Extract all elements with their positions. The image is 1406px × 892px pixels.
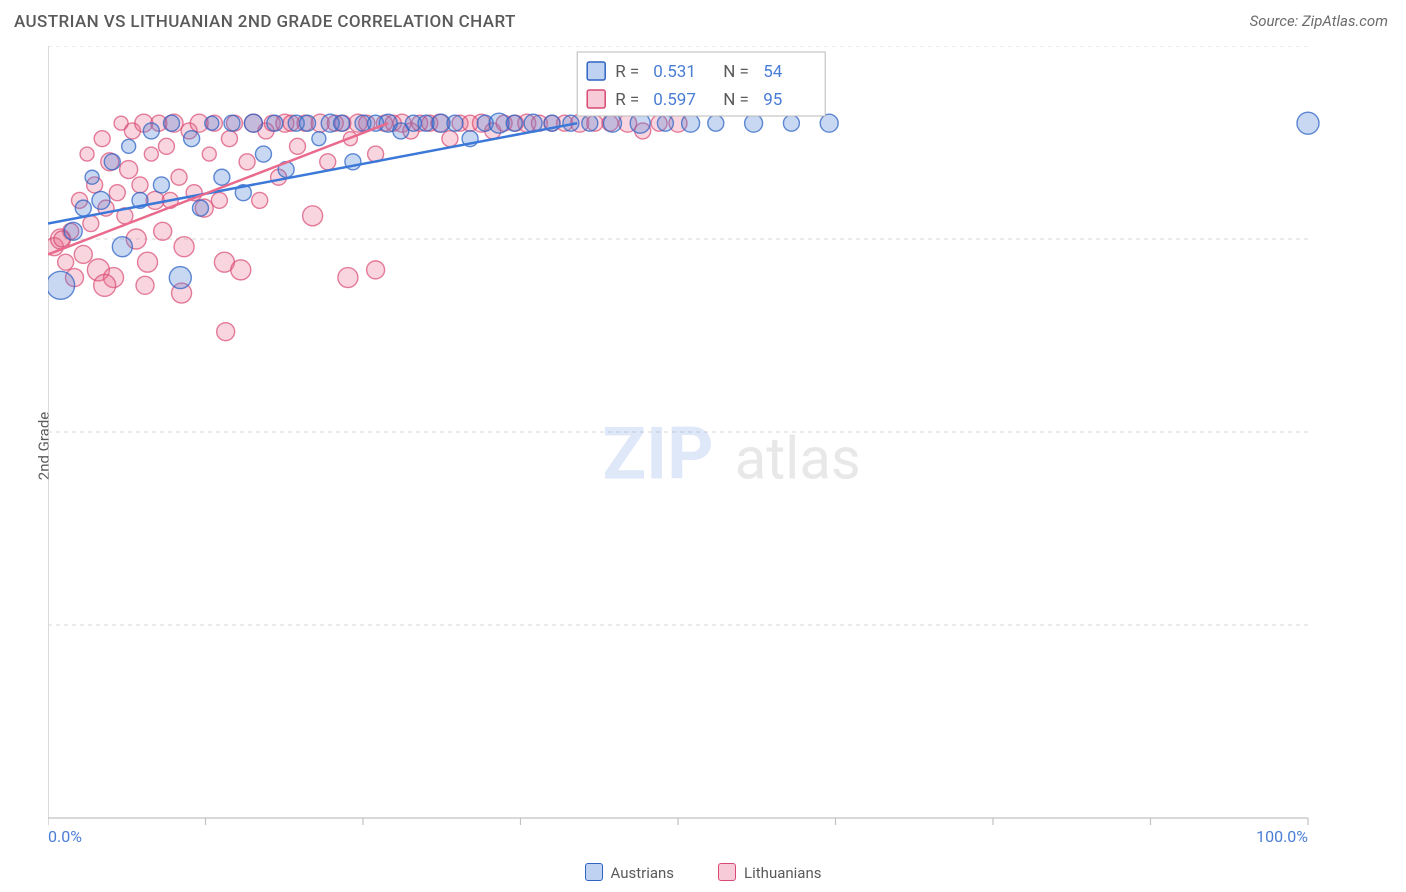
- data-point: [174, 237, 194, 257]
- data-point: [146, 191, 164, 209]
- scatter-chart: 0.0% 100.0% ZIP atlas R = 0.531 N = 54 R = 0.597 N…: [48, 46, 1388, 846]
- legend-label: Lithuanians: [744, 864, 821, 882]
- data-point: [85, 170, 99, 184]
- data-point: [255, 146, 271, 162]
- data-point: [158, 138, 174, 154]
- data-point: [267, 115, 283, 131]
- stat-label: R =: [615, 62, 639, 82]
- data-point: [1297, 112, 1319, 134]
- data-point: [80, 147, 94, 161]
- stat-label: R =: [615, 90, 639, 110]
- data-point: [447, 115, 463, 131]
- watermark: ZIP: [602, 411, 713, 496]
- data-point: [171, 169, 187, 185]
- data-point: [120, 161, 138, 179]
- stat-swatch: [587, 90, 605, 108]
- data-point: [104, 154, 120, 170]
- data-point: [92, 191, 110, 209]
- chart-title: AUSTRIAN VS LITHUANIAN 2ND GRADE CORRELA…: [14, 12, 516, 32]
- data-point: [224, 115, 240, 131]
- x-tick-label: 0.0%: [48, 827, 82, 846]
- legend-item: Lithuanians: [718, 863, 821, 882]
- data-point: [64, 222, 82, 240]
- stat-value: 0.531: [653, 62, 696, 82]
- data-point: [657, 115, 673, 131]
- data-point: [94, 131, 110, 147]
- data-point: [312, 132, 326, 146]
- data-point: [153, 177, 169, 193]
- watermark: atlas: [735, 425, 861, 493]
- stat-swatch: [587, 62, 605, 80]
- data-point: [122, 139, 136, 153]
- data-point: [783, 115, 799, 131]
- data-point: [231, 260, 251, 280]
- legend-swatch: [718, 863, 736, 881]
- stat-label: N =: [723, 62, 749, 82]
- data-point: [217, 323, 235, 341]
- data-point: [582, 115, 598, 131]
- stat-value: 0.597: [653, 90, 696, 110]
- data-point: [132, 177, 148, 193]
- bottom-legend: Austrians Lithuanians: [0, 863, 1406, 882]
- source-label: Source: ZipAtlas.com: [1250, 12, 1388, 30]
- data-point: [58, 254, 74, 270]
- data-point: [603, 114, 621, 132]
- data-point: [682, 114, 700, 132]
- stat-value: 95: [763, 90, 782, 110]
- data-point: [154, 222, 172, 240]
- data-point: [214, 169, 230, 185]
- data-point: [112, 237, 132, 257]
- stat-label: N =: [723, 90, 749, 110]
- stat-value: 54: [763, 62, 783, 82]
- data-point: [202, 147, 216, 161]
- data-point: [184, 131, 200, 147]
- data-point: [48, 271, 75, 299]
- chart-area: 0.0% 100.0% ZIP atlas R = 0.531 N = 54 R = 0.597 N…: [48, 46, 1388, 846]
- data-point: [169, 267, 191, 289]
- data-point: [211, 192, 227, 208]
- data-point: [83, 216, 99, 232]
- data-point: [289, 138, 305, 154]
- data-point: [300, 115, 316, 131]
- data-point: [144, 147, 158, 161]
- legend-item: Austrians: [585, 863, 675, 882]
- data-point: [303, 206, 323, 226]
- data-point: [338, 268, 358, 288]
- data-point: [94, 274, 116, 296]
- data-point: [252, 192, 268, 208]
- x-tick-label: 100.0%: [1256, 827, 1308, 846]
- legend-swatch: [585, 863, 603, 881]
- data-point: [244, 114, 262, 132]
- data-point: [74, 245, 92, 263]
- data-point: [820, 114, 838, 132]
- data-point: [136, 276, 154, 294]
- data-point: [708, 115, 724, 131]
- data-point: [138, 252, 158, 272]
- data-point: [745, 114, 763, 132]
- data-point: [163, 115, 179, 131]
- data-point: [205, 116, 219, 130]
- data-point: [143, 123, 159, 139]
- data-point: [221, 131, 237, 147]
- data-point: [506, 115, 522, 131]
- data-point: [192, 200, 208, 216]
- data-point: [109, 185, 125, 201]
- data-point: [75, 200, 91, 216]
- data-point: [239, 154, 255, 170]
- data-point: [334, 115, 350, 131]
- legend-label: Austrians: [611, 864, 675, 882]
- data-point: [367, 261, 385, 279]
- data-point: [320, 154, 336, 170]
- data-point: [442, 131, 458, 147]
